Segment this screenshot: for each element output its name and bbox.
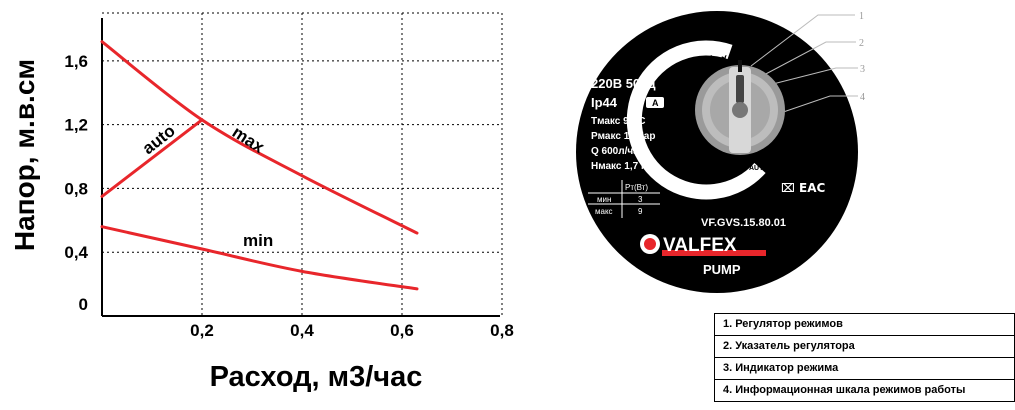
legend-row: 1. Регулятор режимов xyxy=(714,313,1015,336)
callout-2: 2 xyxy=(859,38,864,49)
series-line-min xyxy=(100,225,419,291)
energy-class-badge xyxy=(646,97,664,108)
power-table-header: Рт(Вт) xyxy=(625,183,648,192)
legend-row: 3. Индикатор режима xyxy=(714,357,1015,380)
energy-class-badge-text: A xyxy=(652,98,659,108)
dial-min-label: min xyxy=(716,159,736,171)
chart-grid xyxy=(102,12,503,316)
mode-regulator-knob[interactable] xyxy=(695,60,785,155)
legend-item-2: 2. Указатель регулятора xyxy=(714,335,1015,358)
series-label-max: max xyxy=(229,122,268,157)
y-tick-labels: 0 0,4 0,8 1,2 1,6 xyxy=(64,52,88,314)
legend-item-3: 3. Индикатор режима xyxy=(714,357,1015,380)
series-line-auto xyxy=(100,118,204,198)
legend-item-1: 1. Регулятор режимов xyxy=(714,313,1015,336)
x-tick-labels: 0,2 0,4 0,6 0,8 xyxy=(190,321,514,340)
y-axis-title: Напор, м.в.см xyxy=(9,59,40,251)
x-axis-title: Расход, м3/час xyxy=(210,361,423,393)
pump-performance-chart: 0,2 0,4 0,6 0,8 00,40,81,21,6 auto max min … xyxy=(9,12,514,393)
model-number: VF.GVS.15.80.01 xyxy=(701,217,786,229)
callout-1: 1 xyxy=(859,11,864,22)
legend-row: 4. Информационная шкала режимов работы xyxy=(714,379,1015,402)
power-table-min-value: 3 xyxy=(638,195,643,204)
callout-4: 4 xyxy=(860,92,865,103)
x-tick-label: 0,4 xyxy=(290,321,314,340)
x-tick-label: 0,8 xyxy=(490,321,514,340)
power-table-min-label: мин xyxy=(597,195,611,204)
legend-row: 2. Указатель регулятора xyxy=(714,335,1015,358)
power-table-max-label: макс xyxy=(595,207,613,216)
y-tick-label: 1,2 xyxy=(64,116,88,135)
series-line-max xyxy=(100,40,419,235)
spec-flow: Q 600л/час xyxy=(591,146,645,157)
spec-ip: Ip44 xyxy=(591,95,618,110)
brand-sub: PUMP xyxy=(703,262,741,277)
x-tick-label: 0,2 xyxy=(190,321,214,340)
certification-marks: ⌧ ЕАС xyxy=(781,181,825,195)
series-label-min: min xyxy=(243,231,273,250)
spec-hmax: Hмакс 1,7 м xyxy=(591,161,648,172)
power-table-max-value: 9 xyxy=(638,207,643,216)
valfex-logo: VALFEX PUMP xyxy=(640,234,766,277)
callout-3: 3 xyxy=(860,64,865,75)
spec-voltage: 220В 50Гц xyxy=(591,76,656,91)
chart-series xyxy=(100,40,419,291)
svg-text:VALFEX: VALFEX xyxy=(663,235,737,256)
y-tick-label: 0,8 xyxy=(64,179,88,198)
pump-faceplate: 1 2 3 4 max min AUTO 220В 50Гц Ip44 Tмак… xyxy=(576,11,865,293)
spec-tmax: Tмакс 95°C xyxy=(591,116,646,127)
y-tick-label: 1,6 xyxy=(64,52,88,71)
y-tick-label: 0,4 xyxy=(64,243,88,262)
x-tick-label: 0,6 xyxy=(390,321,414,340)
y-tick-label: 0 xyxy=(79,295,88,314)
spec-pmax: Pмакс 10 бар xyxy=(591,130,655,142)
dial-auto-label: AUTO xyxy=(749,165,769,172)
legend-table: 1. Регулятор режимов 2. Указатель регуля… xyxy=(714,313,1015,402)
power-table xyxy=(588,180,660,218)
legend-item-4: 4. Информационная шкала режимов работы xyxy=(714,379,1015,402)
mode-scale xyxy=(626,40,766,200)
